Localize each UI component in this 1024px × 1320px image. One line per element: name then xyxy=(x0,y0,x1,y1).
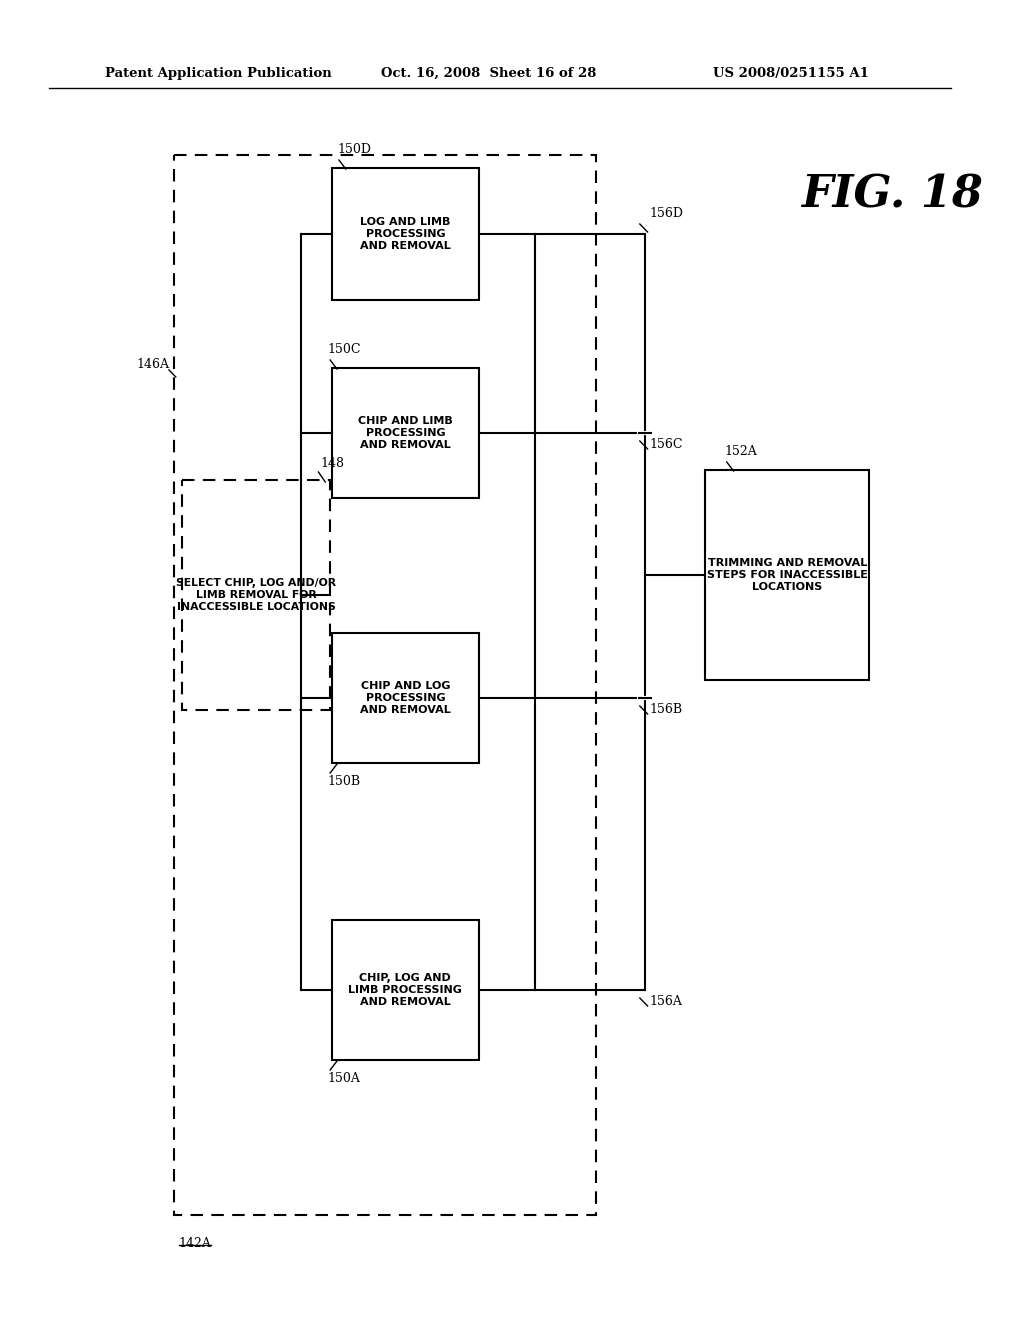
Bar xyxy=(181,480,330,710)
Text: 150B: 150B xyxy=(328,775,360,788)
Text: TRIMMING AND REMOVAL
STEPS FOR INACCESSIBLE
LOCATIONS: TRIMMING AND REMOVAL STEPS FOR INACCESSI… xyxy=(707,558,867,591)
Text: CHIP, LOG AND
LIMB PROCESSING
AND REMOVAL: CHIP, LOG AND LIMB PROCESSING AND REMOVA… xyxy=(348,973,462,1007)
Text: 156A: 156A xyxy=(649,995,682,1008)
Text: 156C: 156C xyxy=(649,438,683,451)
Bar xyxy=(174,154,596,1214)
Text: Oct. 16, 2008  Sheet 16 of 28: Oct. 16, 2008 Sheet 16 of 28 xyxy=(381,66,596,79)
Text: CHIP AND LOG
PROCESSING
AND REMOVAL: CHIP AND LOG PROCESSING AND REMOVAL xyxy=(360,681,451,714)
Text: US 2008/0251155 A1: US 2008/0251155 A1 xyxy=(713,66,869,79)
Text: 156D: 156D xyxy=(649,207,684,220)
Bar xyxy=(332,168,478,300)
Text: 146A: 146A xyxy=(137,359,170,371)
Text: CHIP AND LIMB
PROCESSING
AND REMOVAL: CHIP AND LIMB PROCESSING AND REMOVAL xyxy=(358,416,453,450)
Text: LOG AND LIMB
PROCESSING
AND REMOVAL: LOG AND LIMB PROCESSING AND REMOVAL xyxy=(360,218,451,251)
Bar xyxy=(332,368,478,498)
Bar xyxy=(332,920,478,1060)
Text: FIG. 18: FIG. 18 xyxy=(801,173,983,216)
Text: 150C: 150C xyxy=(328,343,360,356)
Text: Patent Application Publication: Patent Application Publication xyxy=(105,66,332,79)
Text: SELECT CHIP, LOG AND/OR
LIMB REMOVAL FOR
INACCESSIBLE LOCATIONS: SELECT CHIP, LOG AND/OR LIMB REMOVAL FOR… xyxy=(176,578,336,611)
Bar xyxy=(332,634,478,763)
Text: 150D: 150D xyxy=(337,143,371,156)
Text: 142A: 142A xyxy=(179,1237,212,1250)
Text: 152A: 152A xyxy=(725,445,758,458)
Text: 150A: 150A xyxy=(328,1072,360,1085)
Text: 148: 148 xyxy=(321,457,344,470)
Text: 156B: 156B xyxy=(649,704,683,715)
Bar xyxy=(706,470,869,680)
